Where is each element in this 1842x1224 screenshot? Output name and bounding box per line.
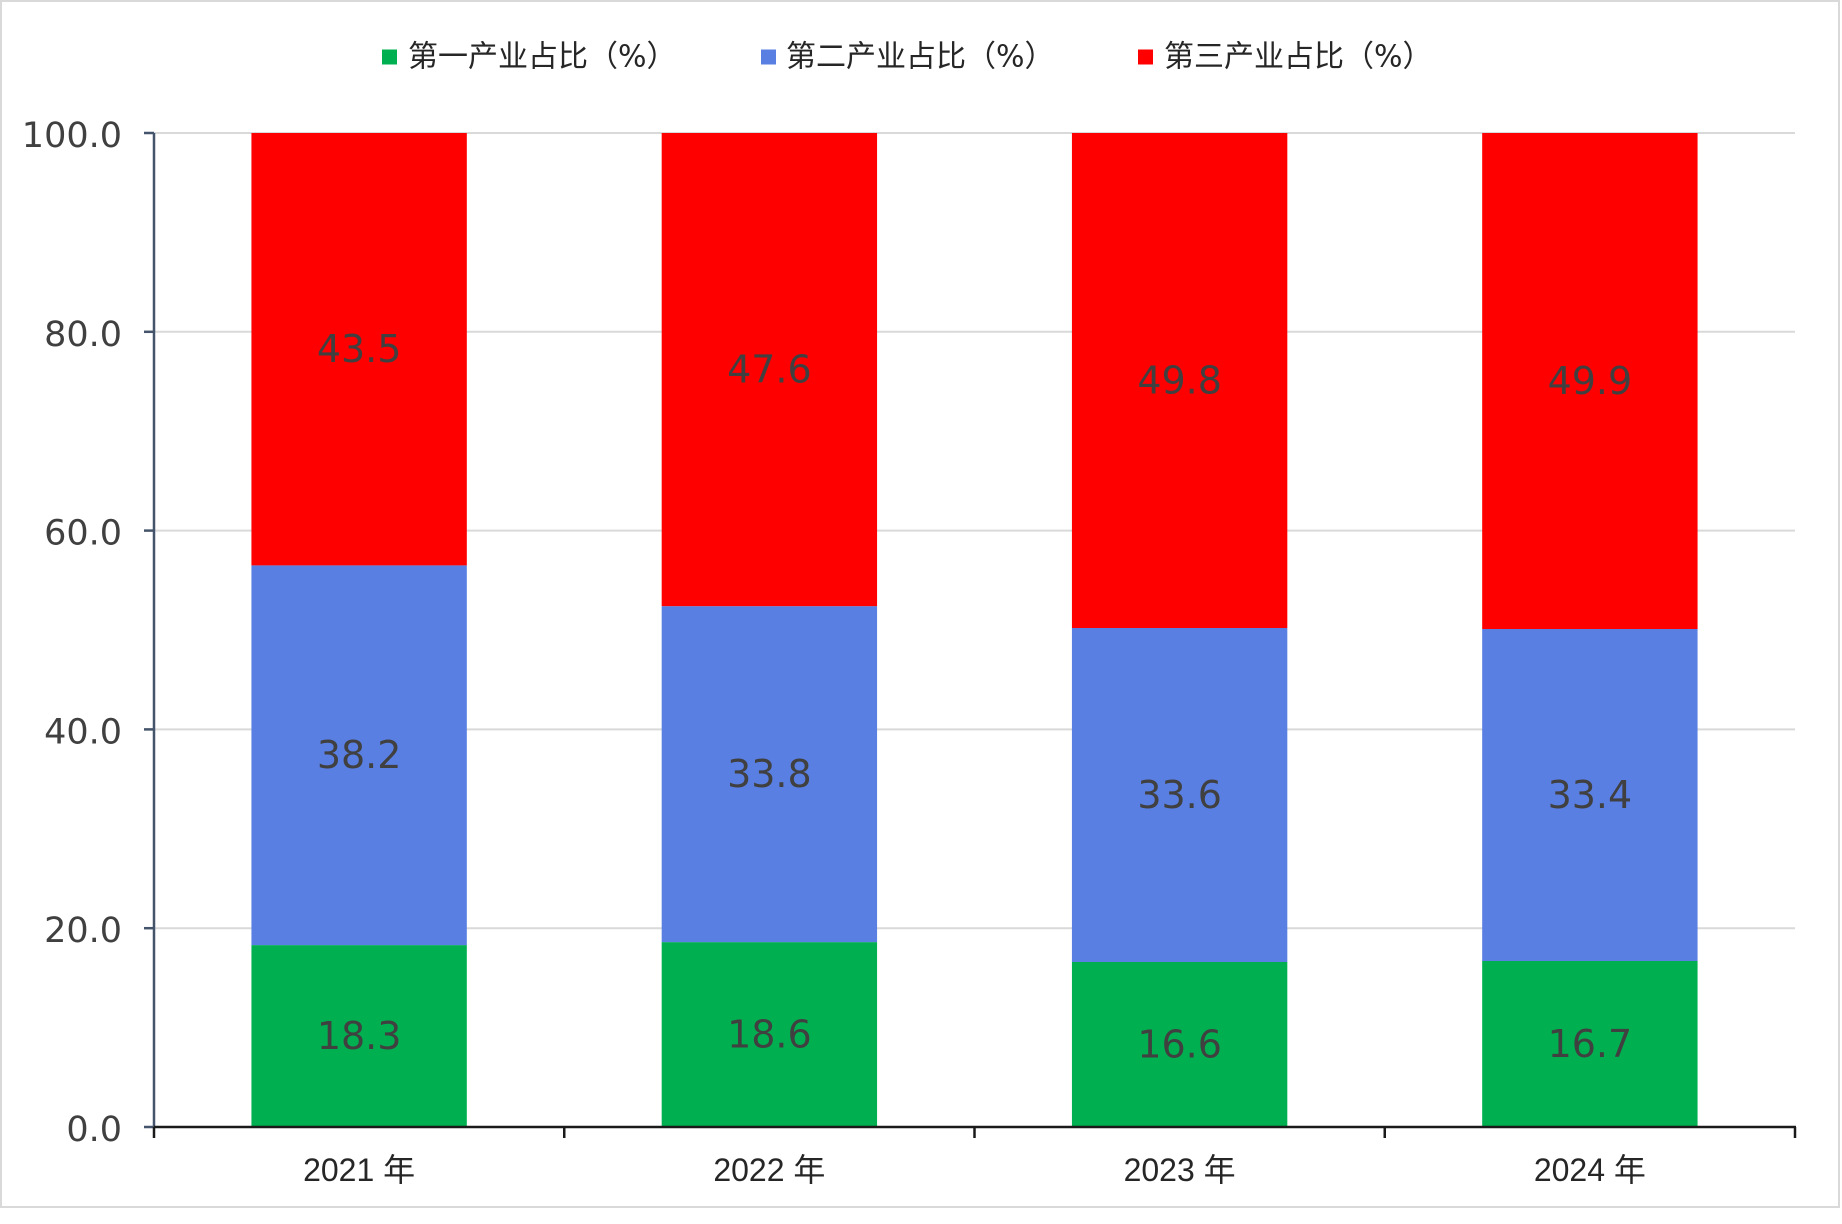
data-label: 49.9 [1548, 359, 1633, 403]
data-label: 16.7 [1548, 1022, 1633, 1066]
data-label: 49.8 [1137, 359, 1222, 403]
data-label: 38.2 [317, 733, 402, 777]
bars [251, 133, 1698, 1127]
bar-segment-secondary-industry [251, 565, 467, 946]
axes [144, 131, 1797, 1138]
x-axis-labels: 2021 年 2022 年 2023 年 2024 年 [303, 1152, 1646, 1188]
data-label: 16.6 [1137, 1022, 1222, 1066]
data-label: 18.3 [317, 1014, 402, 1058]
bar-segment-tertiary-industry [1071, 133, 1288, 629]
y-tick-label: 40.0 [44, 712, 122, 752]
legend-label: 第一产业占比（%） [408, 40, 677, 75]
bar-segment-secondary-industry [1482, 629, 1698, 962]
data-labels: 18.3 38.2 43.5 18.6 33.8 47.6 16.6 33.6 49.8 16.7… [317, 327, 1632, 1066]
x-category-label: 2024 年 [1534, 1152, 1646, 1188]
bar-segment-primary-industry [1482, 961, 1698, 1127]
legend-item-primary-industry: 第一产业占比（%） [382, 40, 677, 75]
bar-segment-primary-industry [1071, 961, 1288, 1127]
legend: 第一产业占比（%） 第二产业占比（%） 第三产业占比（%） [382, 40, 1433, 75]
y-axis-labels: 0.0 20.0 40.0 60.0 80.0 100.0 [22, 116, 122, 1150]
legend-item-secondary-industry: 第二产业占比（%） [761, 40, 1055, 75]
legend-swatch [382, 49, 397, 65]
data-label: 33.6 [1137, 773, 1222, 817]
bar-segment-tertiary-industry [1482, 133, 1698, 630]
y-tick-label: 80.0 [44, 315, 122, 355]
data-label: 18.6 [727, 1013, 812, 1057]
bar-segment-tertiary-industry [251, 133, 467, 566]
data-label: 47.6 [727, 348, 812, 392]
legend-item-tertiary-industry: 第三产业占比（%） [1138, 40, 1433, 75]
legend-label: 第二产业占比（%） [786, 40, 1055, 75]
bar-segment-secondary-industry [661, 606, 878, 943]
bar-segment-secondary-industry [1071, 628, 1288, 962]
bar-segment-primary-industry [251, 945, 467, 1127]
x-category-label: 2021 年 [303, 1152, 415, 1188]
legend-swatch [761, 49, 776, 65]
y-tick-label: 0.0 [66, 1110, 122, 1150]
legend-label: 第三产业占比（%） [1164, 40, 1433, 75]
x-category-label: 2022 年 [713, 1152, 825, 1188]
x-category-label: 2023 年 [1124, 1152, 1236, 1188]
data-label: 33.8 [727, 752, 812, 796]
bar-segment-primary-industry [661, 942, 878, 1127]
y-tick-label: 20.0 [44, 911, 122, 951]
y-tick-label: 60.0 [44, 514, 122, 554]
legend-swatch [1138, 49, 1153, 65]
plot-area: 0.0 20.0 40.0 60.0 80.0 100.0 2021 年 2022 年 2023… [22, 116, 1797, 1188]
data-label: 43.5 [317, 327, 402, 371]
data-label: 33.4 [1548, 773, 1633, 817]
y-tick-label: 100.0 [22, 116, 122, 156]
bar-segment-tertiary-industry [661, 133, 878, 607]
